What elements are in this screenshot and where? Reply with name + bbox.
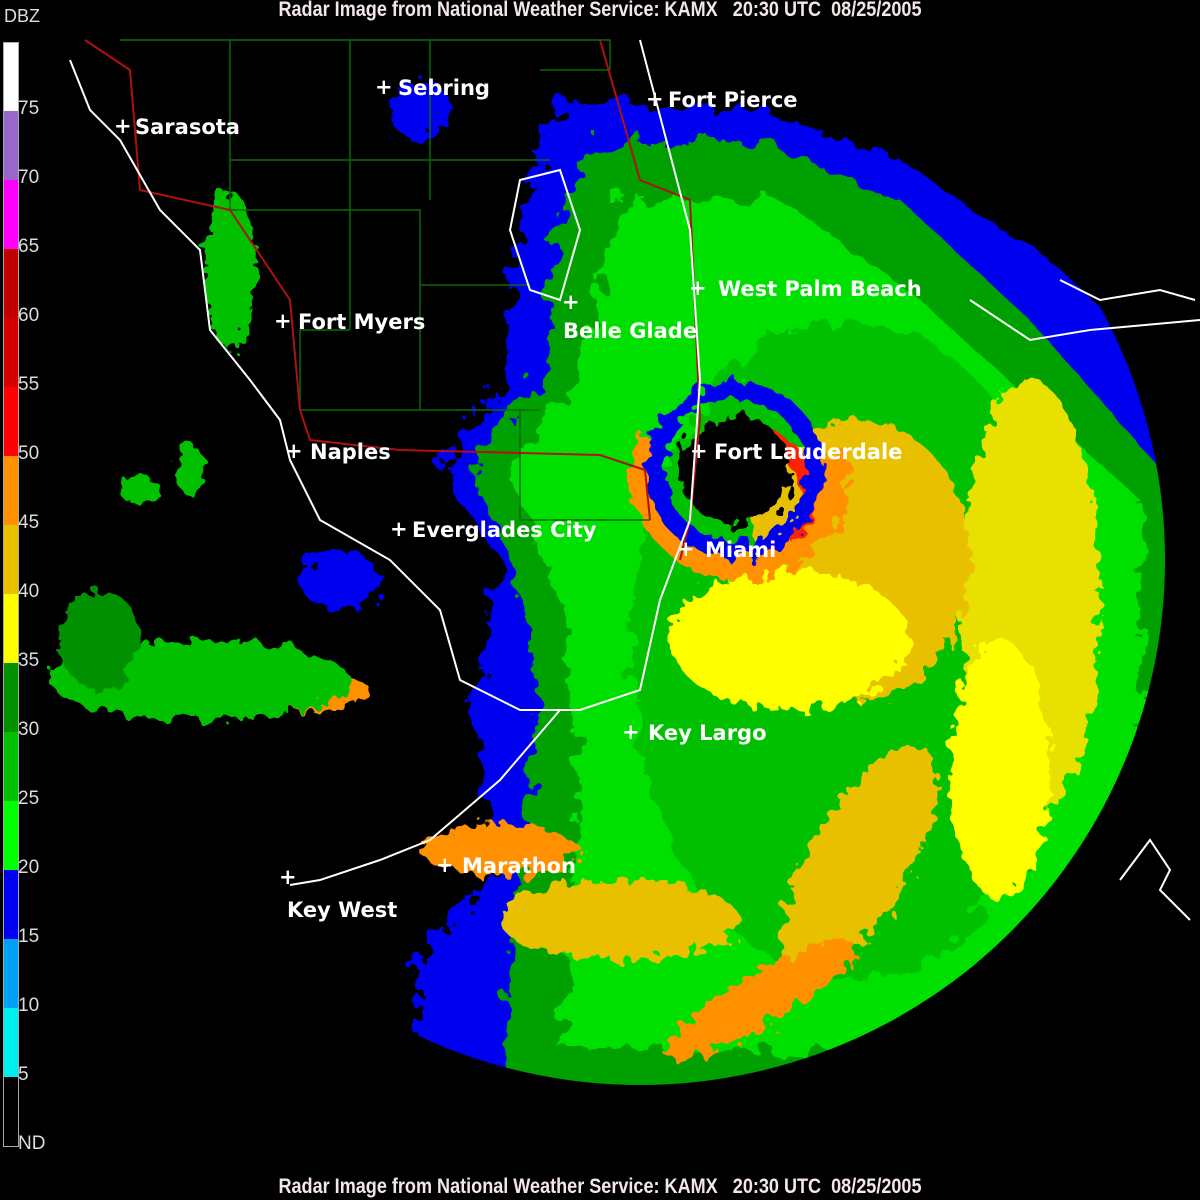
legend-swatch [3, 663, 19, 732]
title-top: Radar Image from National Weather Servic… [278, 0, 922, 21]
legend-label: 35 [18, 650, 40, 671]
city-marker-icon: + [690, 439, 708, 463]
city-markers: + Sebring + Fort Pierce+ Sarasota+ West Palm … [114, 75, 922, 922]
city-marker-icon: + [285, 439, 303, 463]
legend-swatch [3, 732, 19, 801]
city-label: Everglades City [412, 518, 597, 542]
legend-label: 15 [18, 926, 40, 947]
legend-unit: DBZ [4, 6, 40, 26]
legend-label: 60 [18, 305, 40, 326]
city-marker-icon: + [646, 87, 664, 111]
legend-swatch [3, 249, 19, 318]
city-marker-icon: + [677, 537, 695, 561]
legend-label: 45 [18, 512, 40, 533]
legend-label: 40 [18, 581, 40, 602]
legend-label: 10 [18, 995, 40, 1016]
city-label: Marathon [462, 854, 576, 878]
legend-label: ND [18, 1133, 46, 1154]
city-marker-icon: + [279, 865, 297, 889]
city-label: Fort Myers [298, 310, 425, 334]
city-label: Key West [287, 898, 397, 922]
coastline [69, 39, 1200, 921]
city-label: Fort Pierce [668, 88, 798, 112]
city-label: Belle Glade [563, 319, 697, 343]
legend-label: 20 [18, 857, 40, 878]
legend-swatch [3, 801, 19, 870]
city-marker-icon: + [436, 853, 454, 877]
legend-swatch [3, 180, 19, 249]
city-label: Naples [310, 440, 391, 464]
city-marker-icon: + [274, 309, 292, 333]
legend-swatch [3, 318, 19, 387]
dbz-legend: DBZ 75 70 65 60 55 50 45 40 35 30 25 20 15 10 5 ND [0, 0, 60, 1170]
legend-label: 5 [18, 1064, 29, 1085]
city-label: Miami [705, 538, 776, 562]
legend-swatch [3, 525, 19, 594]
legend-label: 65 [18, 236, 40, 257]
legend-swatch [3, 1008, 19, 1077]
legend-swatch [3, 42, 19, 112]
legend-swatch [3, 111, 19, 180]
city-marker-icon: + [375, 75, 393, 99]
legend-swatch [3, 1077, 19, 1147]
legend-label: 70 [18, 167, 40, 188]
city-marker-icon: + [390, 517, 408, 541]
legend-swatch [3, 594, 19, 663]
legend-label: 30 [18, 719, 40, 740]
city-marker-icon: + [114, 114, 132, 138]
city-label: Sebring [398, 76, 490, 100]
legend-swatch [3, 456, 19, 525]
legend-label: 50 [18, 443, 40, 464]
city-label: Fort Lauderdale [714, 440, 902, 464]
legend-swatch [3, 939, 19, 1008]
county-lines [120, 39, 650, 521]
legend-label: 25 [18, 788, 40, 809]
title-bottom: Radar Image from National Weather Servic… [278, 1175, 922, 1198]
city-label: Key Largo [648, 721, 767, 745]
city-label: West Palm Beach [718, 277, 922, 301]
legend-label: 55 [18, 374, 40, 395]
legend-label: 75 [18, 98, 40, 119]
city-marker-icon: + [622, 720, 640, 744]
legend-swatch [3, 870, 19, 939]
city-marker-icon: + [689, 276, 707, 300]
legend-swatch [3, 387, 19, 456]
city-marker-icon: + [562, 290, 580, 314]
reflectivity-layer [50, 80, 1165, 1085]
city-label: Sarasota [135, 115, 240, 139]
